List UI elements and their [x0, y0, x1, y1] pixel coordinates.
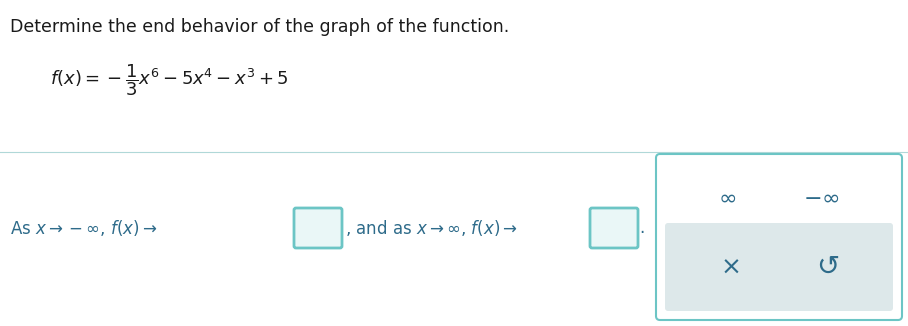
Text: Determine the end behavior of the graph of the function.: Determine the end behavior of the graph …	[10, 18, 509, 36]
Text: $f(x) = -\dfrac{1}{3}x^6 - 5x^4 - x^3 + 5$: $f(x) = -\dfrac{1}{3}x^6 - 5x^4 - x^3 + …	[50, 62, 289, 98]
Text: $\times$: $\times$	[720, 255, 740, 279]
Text: .: .	[639, 219, 645, 237]
Text: ↺: ↺	[816, 253, 840, 281]
Text: $-\infty$: $-\infty$	[804, 188, 840, 208]
FancyBboxPatch shape	[656, 154, 902, 320]
FancyBboxPatch shape	[294, 208, 342, 248]
FancyBboxPatch shape	[590, 208, 638, 248]
FancyBboxPatch shape	[665, 223, 893, 311]
Text: , and as $x \rightarrow \infty$, $f(x) \rightarrow$: , and as $x \rightarrow \infty$, $f(x) \…	[345, 218, 518, 238]
Text: As $x \rightarrow -\infty$, $f(x) \rightarrow$: As $x \rightarrow -\infty$, $f(x) \right…	[10, 218, 157, 238]
Text: $\infty$: $\infty$	[717, 188, 735, 208]
